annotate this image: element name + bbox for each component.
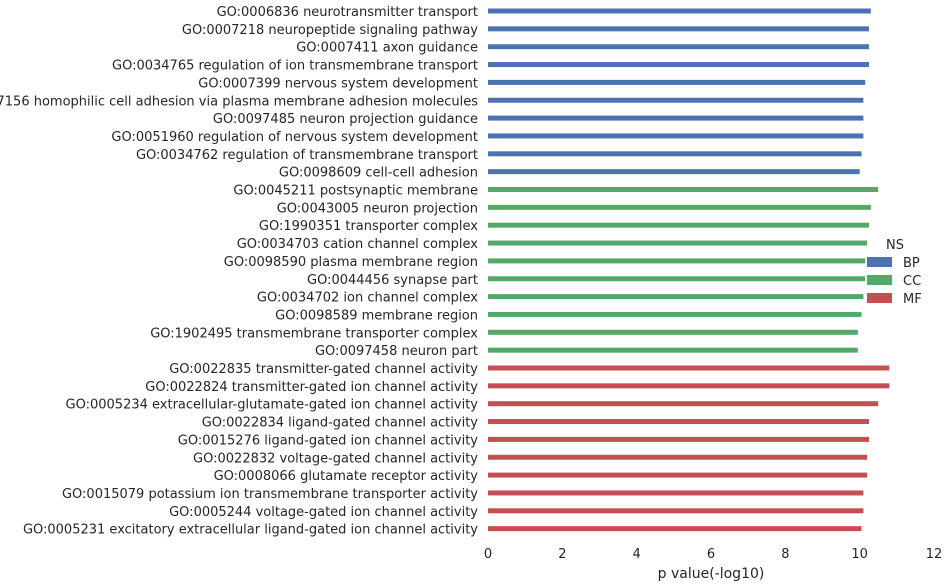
bar-mf: [488, 490, 864, 496]
category-label: GO:0034702 ion channel complex: [257, 291, 478, 306]
legend-swatch-cc: [867, 275, 892, 285]
bar-cc: [488, 294, 864, 300]
category-label: GO:0022834 ligand-gated channel activity: [202, 416, 479, 431]
bar-bp: [488, 44, 869, 50]
category-label: GO:0043005 neuron projection: [277, 201, 478, 216]
legend-swatch-bp: [867, 257, 892, 267]
category-label: GO:0015276 ligand-gated ion channel acti…: [178, 433, 479, 448]
category-label: GO:0005231 excitatory extracellular liga…: [23, 523, 478, 538]
legend: NS BP CC MF: [867, 238, 922, 307]
category-label: GO:0051960 regulation of nervous system …: [111, 130, 478, 145]
category-label: GO:0007156 homophilic cell adhesion via …: [0, 94, 478, 109]
x-tick-label: 6: [707, 547, 715, 562]
bars-group: [488, 8, 890, 532]
legend-label-mf: MF: [903, 292, 922, 307]
category-label: GO:1902495 transmembrane transporter com…: [150, 326, 478, 341]
category-label: GO:0045211 postsynaptic membrane: [233, 184, 478, 199]
category-label: GO:0097485 neuron projection guidance: [213, 112, 478, 127]
category-label: GO:0015079 potassium ion transmembrane t…: [62, 487, 478, 502]
bar-bp: [488, 97, 864, 103]
category-label: GO:0008066 glutamate receptor activity: [214, 469, 479, 484]
bar-mf: [488, 365, 890, 371]
category-label: GO:0044456 synapse part: [307, 273, 478, 288]
category-label: GO:0022835 transmitter-gated channel act…: [169, 362, 478, 377]
bar-mf: [488, 383, 890, 389]
category-label: GO:0098609 cell-cell adhesion: [279, 166, 478, 181]
bar-cc: [488, 240, 868, 246]
x-tick-label: 10: [851, 547, 868, 562]
bar-cc: [488, 329, 858, 335]
x-tick-label: 0: [484, 547, 492, 562]
category-label: GO:1990351 transporter complex: [259, 219, 478, 234]
x-tick-label: 8: [781, 547, 789, 562]
bar-mf: [488, 419, 869, 425]
bar-bp: [488, 8, 871, 14]
category-label: GO:0005244 voltage-gated ion channel act…: [169, 505, 478, 520]
category-label: GO:0007411 axon guidance: [296, 41, 478, 56]
bar-bp: [488, 133, 864, 139]
bar-bp: [488, 79, 866, 85]
legend-title: NS: [886, 238, 904, 253]
bar-cc: [488, 258, 866, 264]
category-label: GO:0005234 extracellular-glutamate-gated…: [66, 398, 479, 413]
category-label: GO:0022832 voltage-gated channel activit…: [193, 451, 478, 466]
bar-bp: [488, 62, 869, 68]
bar-cc: [488, 204, 871, 210]
x-tick-label: 4: [633, 547, 641, 562]
bar-bp: [488, 169, 860, 175]
bar-mf: [488, 401, 879, 407]
category-label: GO:0098590 plasma membrane region: [224, 255, 478, 270]
bar-mf: [488, 454, 868, 460]
category-label: GO:0022824 transmitter-gated ion channel…: [145, 380, 478, 395]
x-tick-label: 12: [926, 547, 943, 562]
category-label: GO:0034703 cation channel complex: [237, 237, 479, 252]
legend-label-cc: CC: [903, 274, 921, 289]
bar-cc: [488, 187, 879, 192]
bar-bp: [488, 26, 869, 32]
bar-mf: [488, 526, 862, 532]
category-label: GO:0006836 neurotransmitter transport: [217, 5, 478, 20]
x-axis-label: p value(-log10): [658, 566, 765, 582]
x-tick-labels: 0 2 4 6 8 10 12: [484, 547, 942, 562]
bar-cc: [488, 347, 858, 353]
bar-cc: [488, 311, 862, 317]
bar-cc: [488, 222, 869, 228]
bar-mf: [488, 436, 869, 442]
category-label: GO:0007218 neuropeptide signaling pathwa…: [182, 23, 478, 38]
bar-bp: [488, 115, 864, 121]
category-label: GO:0007399 nervous system development: [198, 76, 478, 91]
bar-mf: [488, 472, 868, 478]
legend-label-bp: BP: [903, 256, 920, 271]
bar-bp: [488, 151, 862, 157]
category-label: GO:0098589 membrane region: [275, 308, 478, 323]
x-tick-label: 2: [558, 547, 566, 562]
category-labels: GO:0006836 neurotransmitter transport GO:…: [0, 5, 478, 538]
bar-mf: [488, 508, 864, 514]
category-label: GO:0097458 neuron part: [315, 344, 478, 359]
legend-swatch-mf: [867, 293, 892, 303]
bar-cc: [488, 276, 866, 282]
category-label: GO:0034765 regulation of ion transmembra…: [112, 59, 478, 74]
category-label: GO:0034762 regulation of transmembrane t…: [136, 148, 478, 163]
